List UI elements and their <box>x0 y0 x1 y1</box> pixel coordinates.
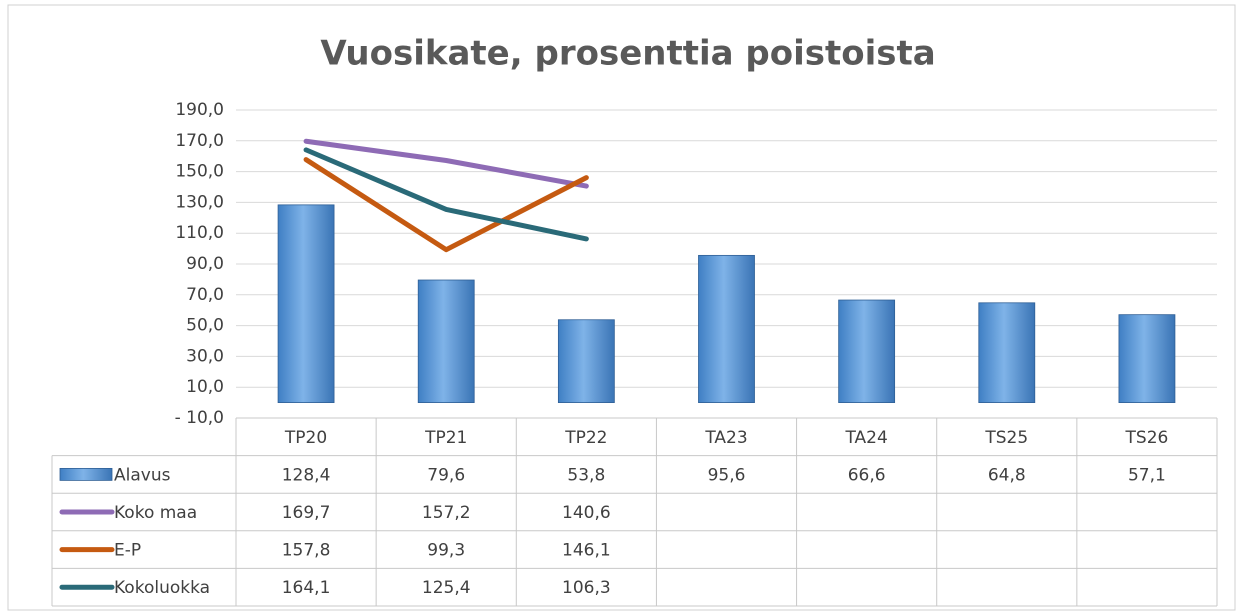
table-value: 53,8 <box>567 465 605 485</box>
bar <box>1118 314 1176 403</box>
line-series <box>303 147 589 242</box>
x-tick-label: TA24 <box>844 428 887 448</box>
y-tick-label: 150,0 <box>175 162 224 182</box>
bar <box>277 204 335 403</box>
table-value: 157,2 <box>422 503 471 523</box>
legend-label: Alavus <box>114 465 171 485</box>
legend-label: E-P <box>114 541 141 561</box>
x-tick-label: TA23 <box>704 428 747 448</box>
bar <box>417 279 475 403</box>
x-tick-label: TP21 <box>424 428 467 448</box>
x-tick-label: TS26 <box>1125 428 1169 448</box>
table-value: 128,4 <box>282 465 331 485</box>
table-value: 140,6 <box>562 503 611 523</box>
bar <box>838 299 896 404</box>
y-tick-label: 30,0 <box>186 346 224 366</box>
bar <box>557 319 615 403</box>
legend-label: Koko maa <box>114 503 197 523</box>
chart-title: Vuosikate, prosenttia poistoista <box>320 34 935 74</box>
table-value: 164,1 <box>282 578 331 598</box>
y-tick-label: 10,0 <box>186 377 224 397</box>
bar <box>698 254 755 404</box>
table-value: 57,1 <box>1128 465 1166 485</box>
line-series <box>303 157 589 253</box>
table-value: 169,7 <box>282 503 331 523</box>
y-tick-label: 50,0 <box>186 316 224 336</box>
x-tick-label: TP20 <box>284 428 327 448</box>
y-tick-label: - 10,0 <box>175 408 224 428</box>
legend-key <box>59 467 113 481</box>
legend-label: Kokoluokka <box>114 578 210 598</box>
y-tick-label: 170,0 <box>175 131 224 151</box>
y-tick-label: 110,0 <box>175 223 224 243</box>
table-value: 157,8 <box>282 541 331 561</box>
table-value: 79,6 <box>427 465 465 485</box>
y-tick-label: 130,0 <box>175 192 224 212</box>
x-tick-label: TS25 <box>984 428 1028 448</box>
line-series <box>303 138 589 189</box>
bar <box>978 302 1036 404</box>
y-tick-label: 190,0 <box>175 100 224 120</box>
table-value: 106,3 <box>562 578 611 598</box>
table-value: 125,4 <box>422 578 471 598</box>
table-value: 99,3 <box>427 541 465 561</box>
y-tick-label: 70,0 <box>186 285 224 305</box>
x-tick-label: TP22 <box>564 428 607 448</box>
y-tick-label: 90,0 <box>186 254 224 274</box>
table-value: 146,1 <box>562 541 611 561</box>
table-value: 66,6 <box>848 465 886 485</box>
table-value: 95,6 <box>708 465 746 485</box>
table-value: 64,8 <box>988 465 1026 485</box>
